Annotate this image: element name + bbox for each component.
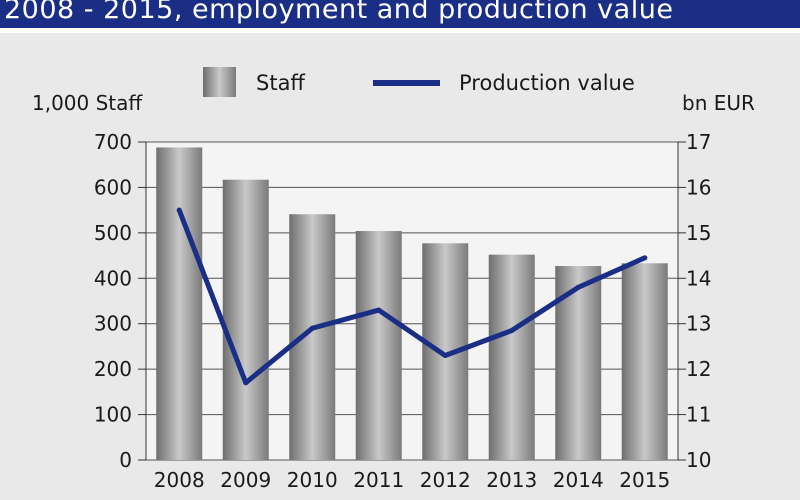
bar xyxy=(156,147,203,461)
line-point xyxy=(442,353,448,359)
x-tick-label: 2012 xyxy=(420,468,471,492)
line-point xyxy=(309,325,315,331)
left-axis-label: 1,000 Staff xyxy=(32,91,143,115)
line-point xyxy=(642,255,648,261)
x-tick-label: 2014 xyxy=(553,468,604,492)
left-tick-label: 400 xyxy=(94,266,132,290)
bar xyxy=(222,179,269,460)
right-tick-label: 12 xyxy=(686,357,711,381)
bar xyxy=(355,231,402,460)
legend-staff-swatch xyxy=(203,67,236,97)
line-point xyxy=(243,380,249,386)
bar xyxy=(289,214,336,460)
right-tick-label: 13 xyxy=(686,312,711,336)
line-series xyxy=(176,207,648,386)
legend-staff-label: Staff xyxy=(256,71,305,95)
x-tick-label: 2011 xyxy=(353,468,404,492)
line-point xyxy=(176,207,182,213)
x-tick-label: 2008 xyxy=(154,468,205,492)
title-bar: 2008 - 2015, employment and production v… xyxy=(0,0,800,28)
left-tick-label: 600 xyxy=(94,175,132,199)
line-point xyxy=(509,328,515,334)
right-tick-label: 16 xyxy=(686,175,711,199)
left-tick-label: 700 xyxy=(94,130,132,154)
x-tick-label: 2015 xyxy=(619,468,670,492)
bar xyxy=(621,263,668,460)
bar xyxy=(488,254,535,460)
right-tick-label: 11 xyxy=(686,403,711,427)
legend-production-label: Production value xyxy=(459,71,635,95)
x-axis-ticks: 2008 2009 2010 2011 2012 2013 2014 2015 xyxy=(154,468,670,492)
right-axis-label: bn EUR xyxy=(682,91,755,115)
left-tick-label: 300 xyxy=(94,312,132,336)
right-tick-label: 10 xyxy=(686,448,711,472)
right-tick-label: 17 xyxy=(686,130,711,154)
left-tick-label: 200 xyxy=(94,357,132,381)
x-tick-label: 2013 xyxy=(486,468,537,492)
chart-title: 2008 - 2015, employment and production v… xyxy=(4,0,674,25)
right-axis-ticks: 10 11 12 13 14 15 16 17 xyxy=(686,130,711,472)
right-tick-label: 14 xyxy=(686,266,711,290)
left-tick-label: 0 xyxy=(119,448,132,472)
bar-series xyxy=(156,147,668,461)
title-underline xyxy=(0,28,800,33)
production-value-line xyxy=(176,207,648,386)
x-tick-label: 2010 xyxy=(287,468,338,492)
left-tick-label: 500 xyxy=(94,221,132,245)
left-tick-label: 100 xyxy=(94,403,132,427)
legend: Staff Production value xyxy=(203,67,635,97)
line-point xyxy=(376,307,382,313)
x-tick-label: 2009 xyxy=(220,468,271,492)
left-axis-ticks: 0 100 200 300 400 500 600 700 xyxy=(94,130,132,472)
line-point xyxy=(575,284,581,290)
right-tick-label: 15 xyxy=(686,221,711,245)
